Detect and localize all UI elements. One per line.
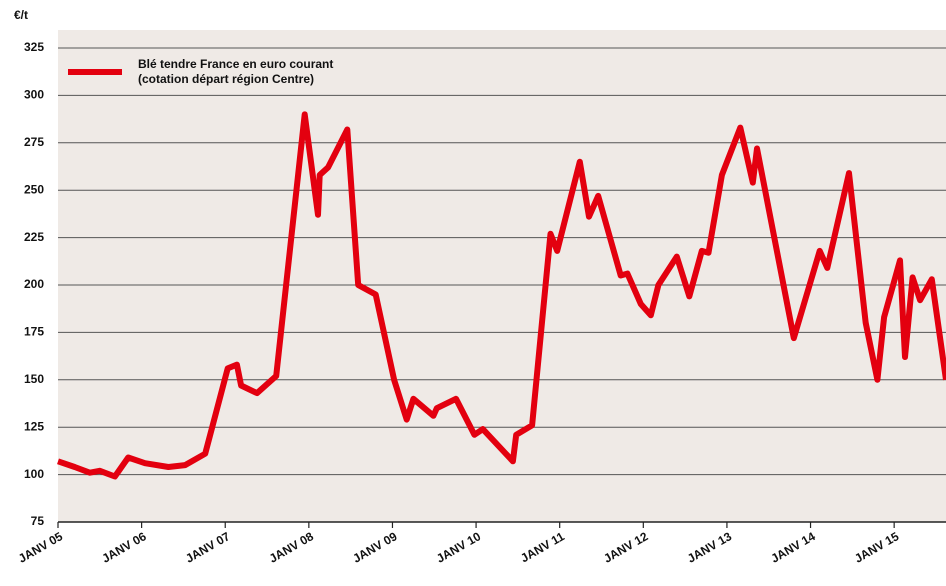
x-tick-label: JANV 08 [267,529,316,566]
y-tick-label: 300 [24,88,44,102]
y-axis-label: €/t [14,8,28,22]
x-tick-label: JANV 05 [16,529,65,566]
line-series [57,111,946,480]
x-tick-label: JANV 15 [852,529,901,566]
y-tick-label: 250 [24,182,44,196]
x-tick-label: JANV 06 [100,529,149,566]
x-tick-label: JANV 13 [685,529,734,566]
x-tick-label: JANV 12 [601,529,650,566]
y-tick-label: 275 [24,135,44,149]
x-tick-label: JANV 07 [183,529,232,566]
legend-label: Blé tendre France en euro courant (cotat… [138,57,334,86]
y-tick-label: 75 [31,514,45,528]
x-tick-label: JANV 10 [434,529,483,566]
x-tick-label: JANV 11 [518,529,567,565]
x-tick-label: JANV 09 [350,529,399,566]
y-tick-label: 150 [24,372,44,386]
y-tick-label: 175 [24,325,44,339]
y-tick-label: 325 [24,40,44,54]
y-tick-label: 125 [24,419,44,433]
x-tick-label: JANV 14 [768,529,817,566]
y-tick-label: 225 [24,230,44,244]
y-tick-label: 100 [24,467,44,481]
y-tick-label: 200 [24,277,44,291]
